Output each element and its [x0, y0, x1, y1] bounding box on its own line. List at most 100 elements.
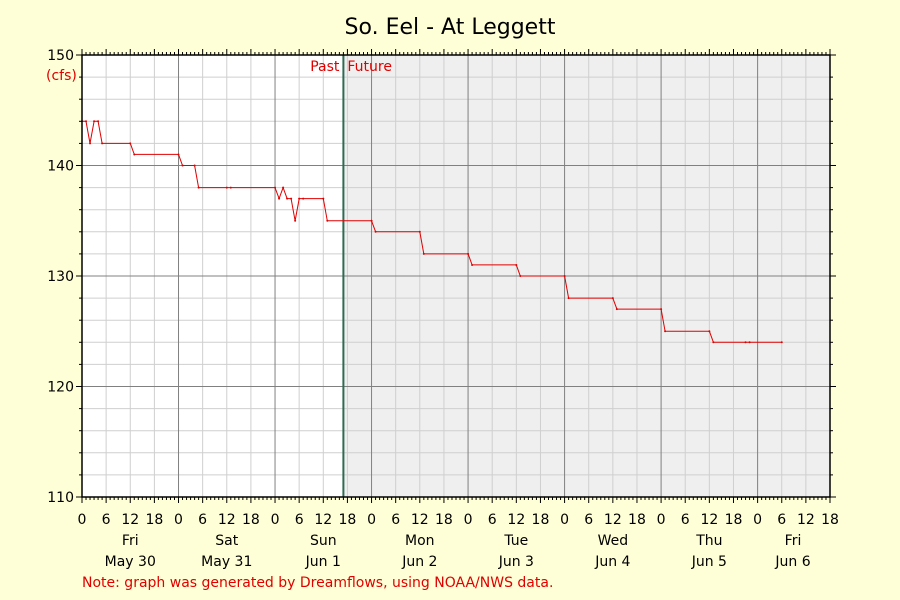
x-hour-tick-label: 18 [242, 512, 260, 528]
x-hour-tick-label: 6 [295, 512, 304, 528]
past-label: Past [310, 59, 340, 75]
x-hour-tick-label: 18 [725, 512, 743, 528]
flow-data-point [278, 197, 281, 200]
flow-data-point [422, 252, 425, 255]
x-hour-tick-label: 6 [681, 512, 690, 528]
flow-data-point [615, 308, 618, 311]
x-hour-tick-label: 18 [339, 512, 357, 528]
flow-data-point [89, 142, 92, 145]
flow-data-point [302, 197, 305, 200]
x-hour-tick-label: 6 [777, 512, 786, 528]
flow-data-point [286, 197, 289, 200]
x-hour-tick-label: 18 [821, 512, 839, 528]
flow-data-point [225, 186, 228, 189]
x-hour-tick-label: 6 [391, 512, 400, 528]
flow-data-point [177, 153, 180, 156]
x-hour-tick-label: 12 [700, 512, 718, 528]
flow-data-point [322, 197, 325, 200]
y-axis-unit-label: (cfs) [46, 68, 77, 84]
flow-data-point [515, 263, 518, 266]
y-tick-label: 140 [47, 159, 74, 175]
flow-data-point [611, 297, 614, 300]
flow-data-point [290, 197, 293, 200]
flow-data-point [519, 275, 522, 277]
x-date-label: Jun 3 [498, 554, 534, 570]
flow-data-point [133, 153, 136, 156]
flow-data-point [85, 120, 88, 123]
flow-data-point [418, 230, 421, 233]
x-day-label: Thu [695, 533, 722, 549]
x-day-label: Tue [503, 533, 528, 549]
flow-data-point [664, 330, 667, 333]
y-tick-label: 130 [47, 269, 74, 285]
x-day-label: Fri [122, 533, 139, 549]
flow-data-point [748, 341, 751, 344]
flow-data-point [93, 120, 96, 123]
flow-data-point [129, 142, 132, 145]
x-hour-tick-label: 12 [797, 512, 815, 528]
flow-data-point [197, 186, 200, 189]
x-day-label: Sat [215, 533, 238, 549]
x-hour-tick-label: 18 [532, 512, 550, 528]
x-date-label: Jun 6 [774, 554, 810, 570]
flow-data-point [471, 263, 474, 266]
y-tick-label: 110 [47, 490, 74, 506]
x-hour-tick-label: 0 [657, 512, 666, 528]
x-hour-tick-label: 6 [488, 512, 497, 528]
x-hour-tick-label: 12 [507, 512, 525, 528]
flow-data-point [660, 308, 663, 311]
x-hour-tick-label: 18 [628, 512, 646, 528]
flow-data-point [326, 219, 329, 222]
x-date-label: May 30 [105, 554, 156, 570]
x-hour-tick-label: 12 [121, 512, 139, 528]
flow-data-point [563, 275, 566, 277]
x-hour-tick-label: 0 [464, 512, 473, 528]
flow-data-point [780, 341, 783, 344]
flow-data-point [708, 330, 711, 333]
flow-data-point [229, 186, 232, 189]
flow-data-point [374, 230, 377, 233]
x-day-label: Sun [310, 533, 337, 549]
flow-data-point [274, 186, 277, 189]
x-hour-tick-label: 18 [435, 512, 453, 528]
flow-data-point [101, 142, 104, 145]
x-hour-tick-label: 0 [560, 512, 569, 528]
flow-data-point [712, 341, 715, 344]
x-hour-tick-label: 0 [367, 512, 376, 528]
x-hour-tick-label: 18 [145, 512, 163, 528]
x-day-label: Fri [785, 533, 802, 549]
x-hour-tick-label: 0 [78, 512, 87, 528]
x-date-label: May 31 [201, 554, 252, 570]
x-hour-tick-label: 12 [411, 512, 429, 528]
flow-data-point [294, 219, 297, 222]
x-day-label: Wed [598, 533, 629, 549]
x-date-label: Jun 4 [594, 554, 630, 570]
flow-data-point [467, 252, 470, 255]
x-hour-tick-label: 6 [198, 512, 207, 528]
flow-data-point [97, 120, 100, 123]
x-hour-tick-label: 6 [102, 512, 111, 528]
x-hour-tick-label: 12 [604, 512, 622, 528]
flow-data-point [370, 219, 373, 222]
footer-note: Note: graph was generated by Dreamflows,… [82, 575, 553, 591]
x-hour-tick-label: 6 [584, 512, 593, 528]
x-date-label: Jun 2 [401, 554, 437, 570]
future-label: Future [347, 59, 392, 75]
flow-data-point [744, 341, 747, 344]
x-hour-tick-label: 12 [314, 512, 332, 528]
x-hour-tick-label: 0 [271, 512, 280, 528]
x-date-label: Jun 1 [305, 554, 341, 570]
flow-data-point [567, 297, 570, 300]
x-date-label: Jun 5 [691, 554, 727, 570]
flow-data-point [193, 164, 196, 167]
x-hour-tick-label: 0 [753, 512, 762, 528]
flow-data-point [282, 186, 285, 189]
x-hour-tick-label: 12 [218, 512, 236, 528]
x-day-label: Mon [405, 533, 435, 549]
flow-data-point [298, 197, 301, 200]
y-tick-label: 120 [47, 380, 74, 396]
y-tick-label: 150 [47, 48, 74, 64]
chart-title: So. Eel - At Leggett [345, 15, 556, 40]
